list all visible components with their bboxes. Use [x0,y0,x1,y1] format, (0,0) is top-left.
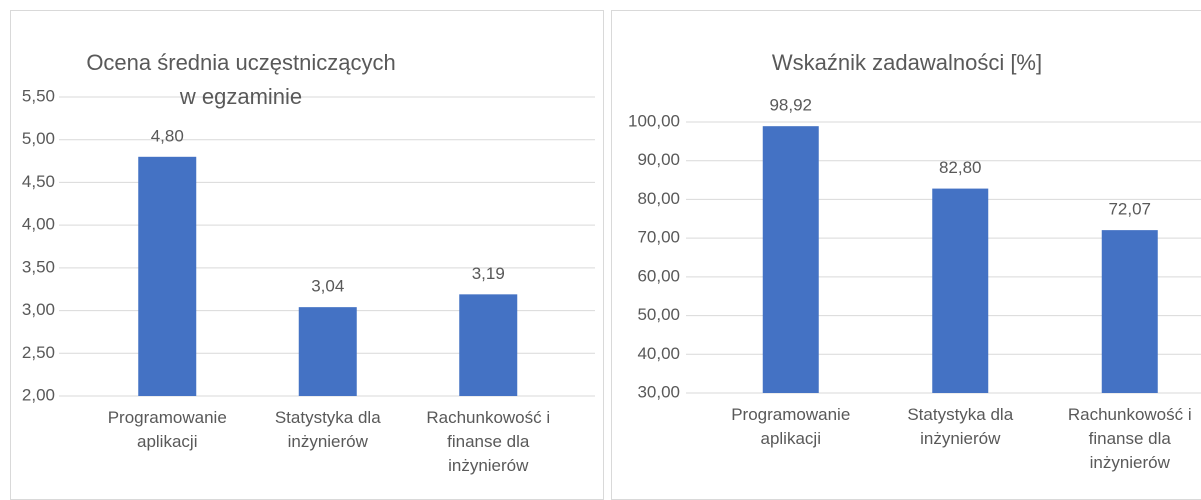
x-tick-label: Programowanie aplikacji [107,408,227,451]
y-tick-label: 50,00 [637,305,680,324]
y-tick-label: 70,00 [637,228,680,247]
y-tick-label: 60,00 [637,266,680,285]
y-tick-label: 3,50 [22,257,55,276]
bar [932,188,989,393]
x-tick-label: Programowanie aplikacji [731,405,851,448]
y-tick-label: 2,00 [22,385,55,404]
chart: 2,00 2,50 3,00 3,50 4,00 4,50 5,00 5,50 4,80 3,04… [22,86,595,404]
bar [459,294,518,396]
chart-title: Wskaźnik zadawalności [%] [771,50,1043,75]
data-label: 82,80 [939,158,982,177]
data-label: 3,19 [472,264,505,283]
y-tick-label: 5,00 [22,129,55,148]
y-tick-label: 5,50 [22,86,55,105]
y-tick-label: 4,00 [22,215,55,234]
y-tick-label: 30,00 [637,382,680,401]
bar [298,307,357,396]
chart-title: Ocena średnia uczęstniczących w egzamini… [86,50,396,109]
x-tick-label: Statystyka dla inżynierów [907,405,1014,448]
y-tick-label: 90,00 [637,150,680,169]
bar [138,156,197,396]
x-tick-label: Rachunkowość i finanse dla inżynierów [426,408,551,475]
y-tick-label: 2,50 [22,343,55,362]
bar [762,126,819,393]
chart: 30,00 40,00 50,00 60,00 70,00 80,00 90,00 100,0… [628,96,1201,401]
chart-panel: 2,00 2,50 3,00 3,50 4,00 4,50 5,00 5,50 4,80 3,04… [10,10,604,500]
y-tick-label: 3,00 [22,300,55,319]
data-label: 3,04 [311,277,344,296]
x-tick-label: Statystyka dla inżynierów [274,408,381,451]
y-tick-label: 100,00 [628,111,680,130]
y-tick-label: 80,00 [637,189,680,208]
data-label: 72,07 [1108,200,1151,219]
bar [1101,230,1158,393]
x-tick-label: Rachunkowość i finanse dla inżynierów [1067,405,1192,472]
data-label: 98,92 [769,96,812,115]
data-label: 4,80 [151,126,184,145]
y-tick-label: 4,50 [22,172,55,191]
chart-panel: 30,00 40,00 50,00 60,00 70,00 80,00 90,00 100,0… [611,10,1201,500]
y-tick-label: 40,00 [637,344,680,363]
